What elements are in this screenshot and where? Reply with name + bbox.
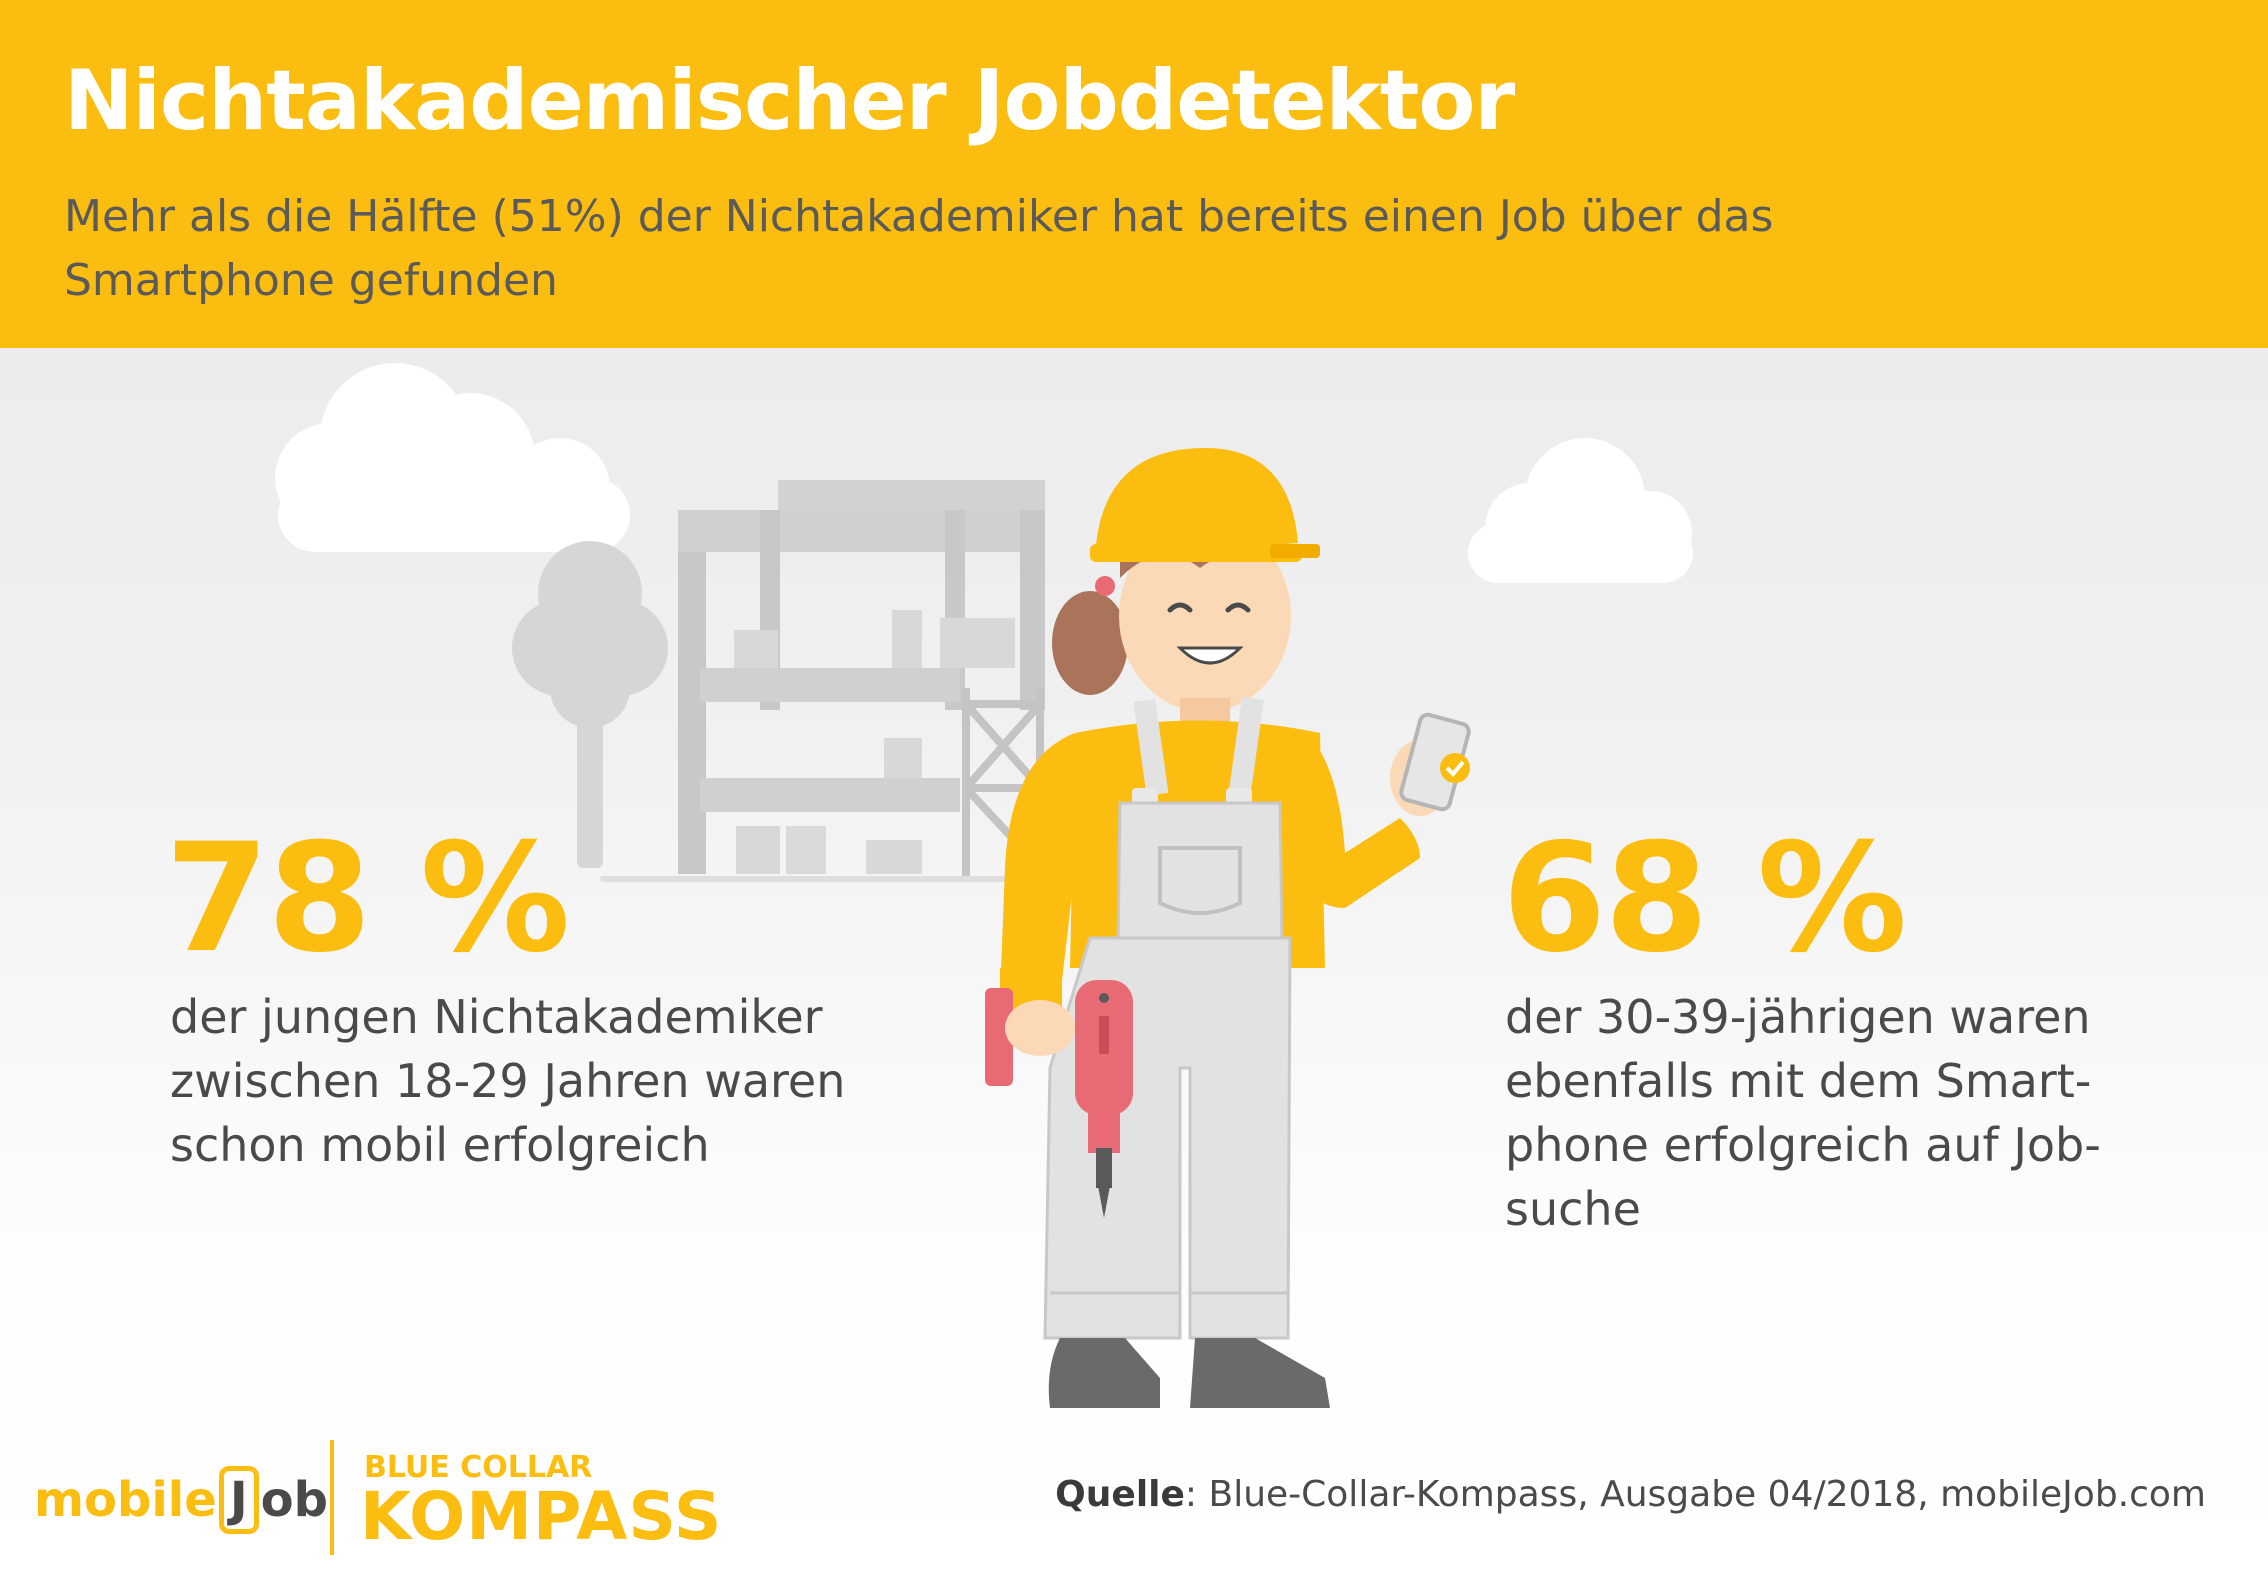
source-label: Quelle (1055, 1474, 1185, 1515)
stat-value-30-39: 68 % (1502, 812, 1907, 986)
source-text: : Blue-Collar-Kompass, Ausgabe 04/2018, … (1184, 1474, 2206, 1515)
blue-collar-logo-bottom: KOMPASS (360, 1478, 723, 1555)
cloud-icon (1468, 438, 1693, 583)
building-icon (678, 480, 1045, 874)
ground-line (600, 876, 1020, 882)
smartphone-icon (1399, 712, 1471, 812)
page-subtitle: Mehr als die Hälfte (51%) der Nichtakade… (64, 191, 1774, 306)
tree-icon (512, 541, 668, 868)
stat-value-young: 78 % (165, 812, 570, 986)
mobilejob-logo-j: J (218, 1466, 259, 1534)
stat-text-young: der jungen Nichtakademiker zwischen 18-2… (170, 990, 846, 1172)
worker-illustration (985, 448, 1471, 1408)
mobilejob-logo-rest: ob (260, 1472, 329, 1528)
mobilejob-logo: mobile J ob (34, 1466, 328, 1534)
stat-text-30-39: der 30-39-jährigen waren ebenfalls mit d… (1505, 990, 2101, 1236)
source-note: Quelle: Blue-Collar-Kompass, Ausgabe 04/… (1055, 1474, 2206, 1515)
page-title: Nichtakademischer Jobdetektor (64, 52, 1515, 149)
illustration (275, 363, 1693, 1408)
mobilejob-logo-prefix: mobile (34, 1472, 217, 1528)
cloud-icon (275, 363, 630, 552)
footer-divider (330, 1440, 334, 1555)
header-banner: Nichtakademischer Jobdetektor Mehr als d… (0, 0, 2268, 348)
blue-collar-logo-top: BLUE COLLAR (364, 1450, 593, 1485)
drill-icon (985, 980, 1133, 1218)
